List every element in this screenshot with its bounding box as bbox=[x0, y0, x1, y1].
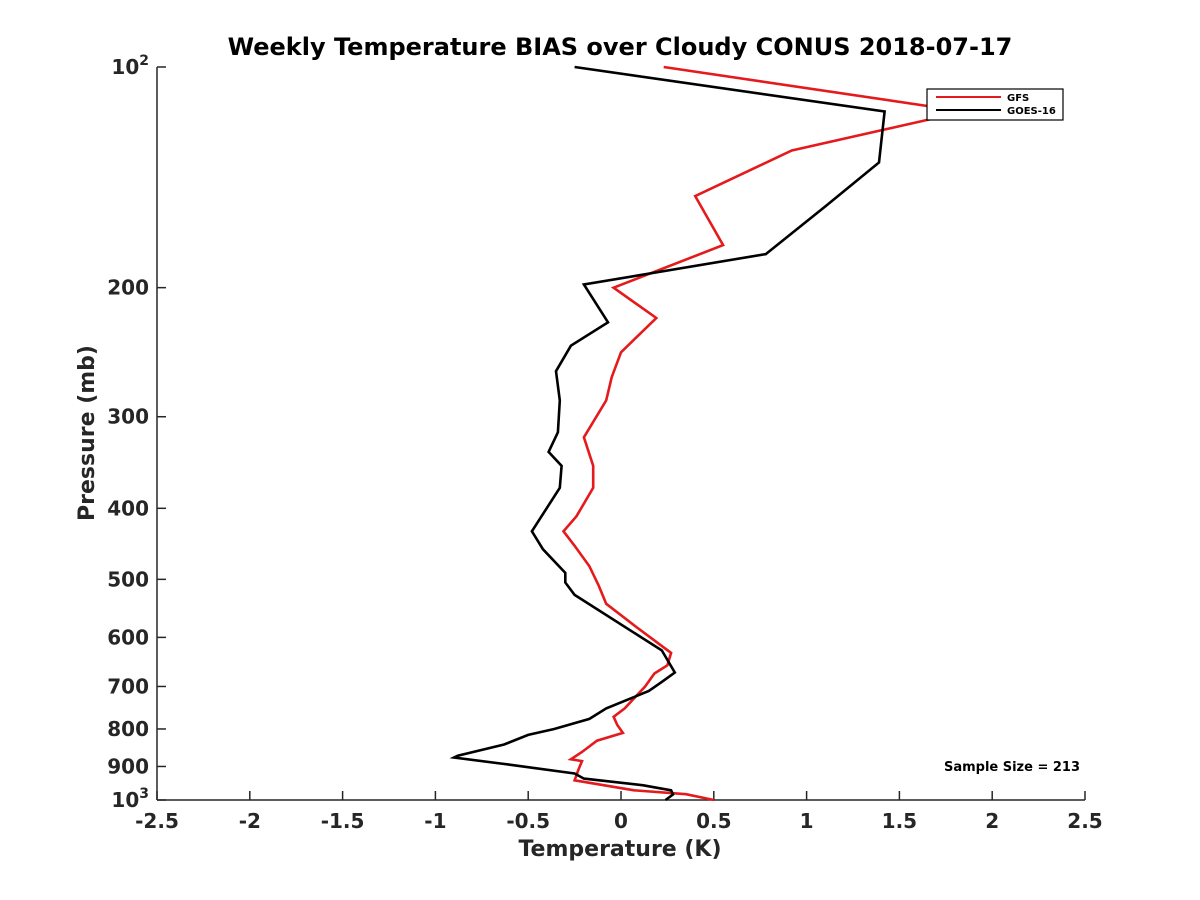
chart-title: Weekly Temperature BIAS over Cloudy CONU… bbox=[228, 33, 1013, 61]
x-tick-label: 0.5 bbox=[696, 809, 731, 833]
x-tick-label: 2.5 bbox=[1067, 809, 1102, 833]
x-tick-label: -2 bbox=[239, 809, 261, 833]
y-axis-label: Pressure (mb) bbox=[75, 345, 100, 521]
x-tick-label: -2.5 bbox=[135, 809, 179, 833]
x-tick-label: -1 bbox=[424, 809, 446, 833]
y-tick-label: 400 bbox=[107, 496, 149, 520]
series-line-gfs bbox=[561, 65, 965, 802]
legend: GFS GOES-16 bbox=[926, 88, 1064, 121]
y-axis: 102 200 300 400 500 600 700 800 900 103 bbox=[107, 53, 166, 812]
y-tick-label: 700 bbox=[107, 674, 149, 698]
y-tick-label: 500 bbox=[107, 567, 149, 591]
y-tick-label: 200 bbox=[107, 276, 149, 300]
y-tick-label: 103 bbox=[111, 786, 149, 812]
x-tick-label: -0.5 bbox=[506, 809, 550, 833]
y-tick-label: 600 bbox=[107, 625, 149, 649]
x-tick-label: 2 bbox=[985, 809, 999, 833]
series-line-goes16 bbox=[449, 65, 887, 802]
x-tick-label: 1 bbox=[800, 809, 814, 833]
y-tick-label: 900 bbox=[107, 754, 149, 778]
series-layer bbox=[449, 65, 965, 802]
x-tick-label: 1.5 bbox=[882, 809, 917, 833]
y-tick-label: 102 bbox=[111, 53, 149, 79]
x-axis-label: Temperature (K) bbox=[518, 837, 721, 862]
x-tick-label: 0 bbox=[614, 809, 628, 833]
legend-box bbox=[926, 88, 1064, 121]
y-tick-label: 800 bbox=[107, 717, 149, 741]
legend-label-goes16: GOES-16 bbox=[1007, 106, 1056, 117]
y-tick-label: 300 bbox=[107, 405, 149, 429]
x-tick-label: -1.5 bbox=[321, 809, 365, 833]
x-axis: -2.5 -2 -1.5 -1 -0.5 0 0.5 1 1.5 2 2.5 bbox=[135, 791, 1103, 833]
sample-size-annotation: Sample Size = 213 bbox=[944, 760, 1080, 775]
legend-label-gfs: GFS bbox=[1007, 93, 1029, 104]
